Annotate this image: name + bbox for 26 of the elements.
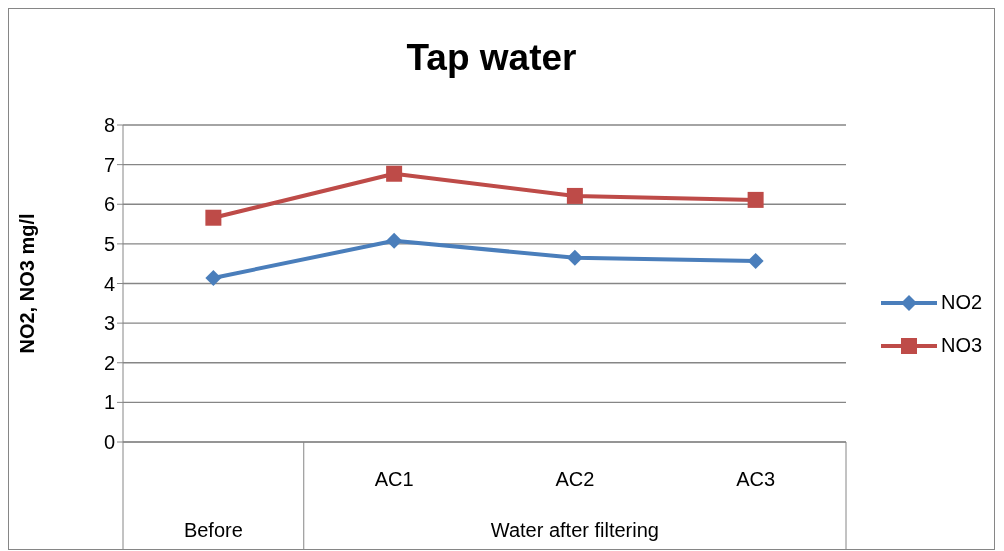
y-tick-label: 5 [103, 232, 115, 255]
y-tick-label: 3 [103, 312, 115, 335]
point [205, 269, 222, 286]
y-tick-label: 0 [103, 431, 115, 454]
y-tick-label: 6 [103, 193, 115, 216]
point [386, 232, 403, 249]
point [747, 252, 764, 269]
x-tick-label: AC1 [374, 468, 414, 490]
x-tick-label: AC3 [736, 468, 776, 490]
y-axis-title: NO2, NO3 mg/l [16, 213, 39, 354]
y-tick-label: 1 [103, 391, 115, 414]
text: Before [183, 519, 243, 541]
legend-label: NO3 [941, 334, 983, 357]
y-tick-label: 8 [103, 114, 115, 137]
point [747, 191, 764, 208]
point [566, 187, 583, 204]
point [566, 249, 583, 266]
y-tick-label: 4 [103, 272, 115, 295]
point [386, 165, 403, 182]
chart-title: Tap water [405, 37, 578, 79]
x-tick-label: AC2 [555, 468, 595, 490]
legend-label: NO2 [941, 291, 983, 314]
y-tick-label: 7 [103, 153, 115, 176]
point [205, 209, 222, 226]
text: Water after filtering [490, 519, 659, 541]
y-tick-label: 2 [103, 351, 115, 374]
